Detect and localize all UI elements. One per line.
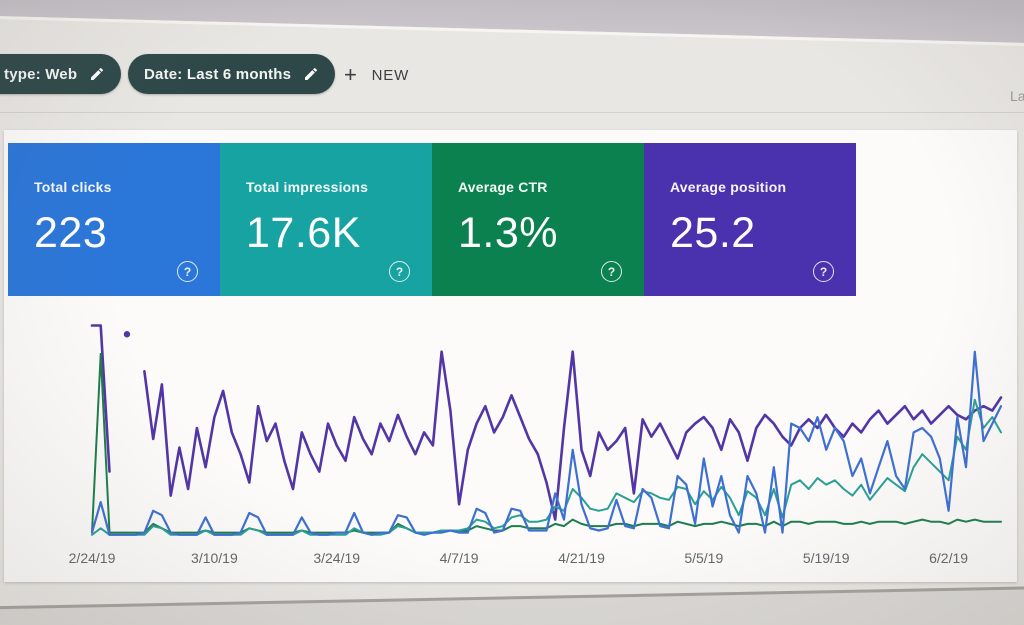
- search-type-filter-label: type: Web: [4, 65, 78, 83]
- monitor-bottom-edge: [0, 585, 1024, 625]
- x-axis-label: 3/24/19: [313, 550, 361, 566]
- pencil-icon[interactable]: [303, 66, 319, 82]
- plus-icon: +: [344, 62, 358, 87]
- x-axis-label: 3/10/19: [191, 550, 238, 566]
- card-value: 25.2: [670, 209, 756, 257]
- average-position-card[interactable]: Average position 25.2 ?: [644, 143, 856, 296]
- performance-line-chart[interactable]: [89, 313, 1004, 543]
- total-clicks-card[interactable]: Total clicks 223 ?: [8, 143, 220, 296]
- x-axis-label: 2/24/19: [68, 550, 116, 566]
- x-axis-label: 6/2/19: [929, 550, 969, 566]
- new-filter-button[interactable]: + NEW: [344, 60, 409, 90]
- card-label: Average position: [670, 179, 787, 195]
- date-filter-label: Date: Last 6 months: [144, 65, 292, 83]
- x-axis-label: 5/5/19: [684, 550, 724, 566]
- new-filter-button-label: NEW: [371, 66, 410, 84]
- card-value: 1.3%: [458, 209, 559, 257]
- filter-bar: type: Web Date: Last 6 months + NEW La: [0, 0, 1024, 113]
- search-type-filter-chip[interactable]: type: Web: [0, 54, 122, 94]
- x-axis: 2/24/19 3/10/19 3/24/19 4/7/19 4/21/19 5/5/19…: [69, 550, 1004, 570]
- series-line-total-clicks: [90, 350, 1003, 536]
- question-circle-icon[interactable]: ?: [389, 261, 410, 282]
- card-label: Average CTR: [458, 179, 548, 195]
- question-circle-icon[interactable]: ?: [177, 261, 198, 282]
- date-filter-chip[interactable]: Date: Last 6 months: [128, 54, 336, 94]
- card-value: 17.6K: [246, 209, 361, 257]
- series-line-average-ctr: [91, 352, 1002, 534]
- card-label: Total clicks: [34, 179, 112, 195]
- question-circle-icon[interactable]: ?: [813, 261, 834, 282]
- summary-cards-row: Total clicks 223 ? Total impressions 17.…: [8, 143, 856, 296]
- last-updated-partial-text: La: [1010, 88, 1024, 104]
- card-label: Total impressions: [246, 179, 369, 195]
- series-line-average-position: [90, 324, 1003, 521]
- chart-canvas[interactable]: [89, 313, 1004, 543]
- x-axis-label: 5/19/19: [802, 550, 850, 566]
- data-point-average-position: [123, 331, 131, 338]
- pencil-icon[interactable]: [89, 66, 105, 82]
- total-impressions-card[interactable]: Total impressions 17.6K ?: [220, 143, 432, 296]
- question-circle-icon[interactable]: ?: [601, 261, 622, 282]
- series-line-total-impressions: [91, 398, 1002, 536]
- performance-report-panel: Total clicks 223 ? Total impressions 17.…: [4, 130, 1017, 582]
- x-axis-label: 4/21/19: [558, 550, 605, 566]
- card-value: 223: [34, 209, 108, 257]
- x-axis-label: 4/7/19: [439, 550, 479, 566]
- average-ctr-card[interactable]: Average CTR 1.3% ?: [432, 143, 644, 296]
- toolbar-divider: [0, 112, 1024, 113]
